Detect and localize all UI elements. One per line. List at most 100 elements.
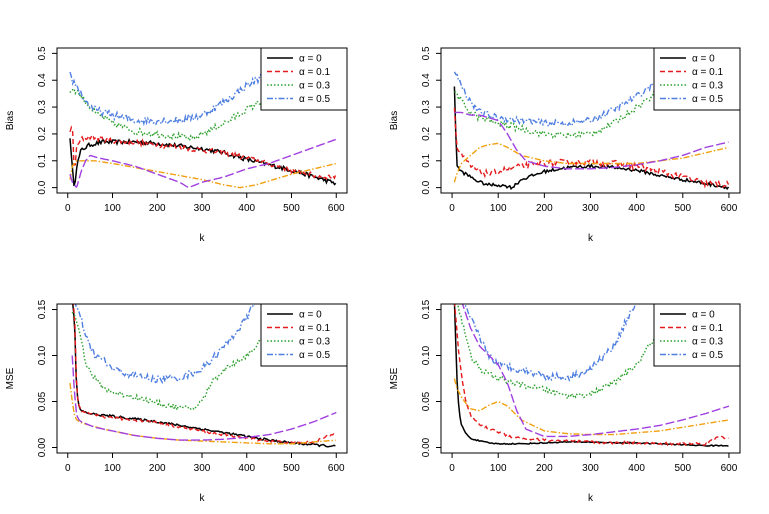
series-line-2 [453, 304, 729, 447]
legend: α = 0 α = 0.1 α = 0.3 α = 0.5 [260, 303, 348, 367]
x-tick-label: 400 [628, 203, 645, 214]
x-tick-label: 100 [490, 203, 507, 214]
x-tick-label: 300 [582, 203, 599, 214]
series-line-1 [453, 304, 729, 447]
x-tick-label: 200 [536, 463, 553, 474]
legend-label: α = 0.3 [299, 337, 331, 348]
x-tick-label: 100 [104, 463, 121, 474]
panel-4: 0 100 200 300 400 500 600 0.00 0.05 0.10 0.15 k MSE α… [389, 299, 741, 504]
y-tick-label: 0.0 [421, 180, 432, 194]
panel-2: 0 100 200 300 400 500 600 0.0 0.1 0.2 0.3 0.4 0.5 k Bi… [389, 46, 741, 244]
x-axis-label: k [588, 493, 594, 504]
y-axis-label: MSE [5, 367, 16, 389]
series-line-2 [69, 125, 337, 181]
x-tick-label: 200 [536, 203, 553, 214]
y-tick-label: 0.10 [421, 345, 432, 365]
y-tick-label: 0.5 [37, 46, 48, 60]
x-axis-label: k [200, 233, 206, 244]
x-tick-label: 400 [238, 203, 255, 214]
panel-1: 0 100 200 300 400 500 600 0.0 0.1 0.2 0.3 0.4 0.5 k Bi… [5, 46, 348, 244]
x-tick-label: 0 [449, 203, 455, 214]
x-tick-label: 300 [194, 203, 211, 214]
x-tick-label: 600 [721, 203, 738, 214]
legend-label: α = 0.1 [692, 67, 724, 78]
series-line-6 [461, 304, 730, 438]
legend-label: α = 0.3 [692, 81, 724, 92]
x-tick-label: 500 [674, 463, 691, 474]
x-tick-label: 600 [721, 463, 738, 474]
series-line-3 [456, 304, 664, 401]
series-group [453, 304, 730, 447]
y-tick-label: 0.00 [421, 437, 432, 457]
legend-label: α = 0.3 [299, 81, 331, 92]
legend-label: α = 0.5 [299, 94, 331, 105]
x-tick-label: 0 [65, 203, 71, 214]
y-tick-label: 0.4 [421, 73, 432, 87]
x-tick-label: 400 [628, 463, 645, 474]
series-line-5 [69, 383, 336, 445]
y-tick-label: 0.2 [421, 127, 432, 141]
series-line-1 [69, 137, 337, 187]
x-tick-label: 400 [238, 463, 255, 474]
x-tick-label: 0 [65, 463, 71, 474]
x-tick-label: 600 [328, 463, 345, 474]
legend: α = 0 α = 0.1 α = 0.3 α = 0.5 [653, 303, 741, 367]
legend-label: α = 0 [299, 310, 322, 321]
x-tick-label: 300 [582, 463, 599, 474]
y-tick-label: 0.4 [37, 73, 48, 87]
series-line-3 [454, 51, 730, 139]
y-axis-label: Bias [5, 111, 16, 130]
y-tick-label: 0.3 [421, 100, 432, 114]
series-line-1 [453, 86, 730, 191]
y-tick-label: 0.0 [37, 180, 48, 194]
x-axis-label: k [200, 493, 206, 504]
series-line-4 [463, 304, 636, 383]
legend: α = 0 α = 0.1 α = 0.3 α = 0.5 [653, 47, 741, 111]
x-tick-label: 100 [490, 463, 507, 474]
y-axis-label: Bias [389, 111, 400, 130]
x-tick-label: 0 [449, 463, 455, 474]
series-line-6 [454, 111, 729, 170]
legend-label: α = 0.3 [692, 337, 724, 348]
y-tick-label: 0.05 [421, 391, 432, 411]
legend-box [260, 47, 348, 111]
x-axis-label: k [588, 233, 594, 244]
y-tick-label: 0.1 [37, 153, 48, 167]
y-tick-label: 0.2 [37, 127, 48, 141]
series-line-6 [71, 355, 337, 441]
x-tick-label: 600 [328, 203, 345, 214]
legend-label: α = 0.1 [692, 323, 724, 334]
y-tick-label: 0.1 [421, 153, 432, 167]
x-tick-label: 500 [283, 203, 300, 214]
series-line-3 [71, 304, 292, 413]
legend-label: α = 0.5 [692, 94, 724, 105]
x-tick-label: 200 [149, 463, 166, 474]
series-line-4 [74, 304, 256, 385]
series-line-6 [69, 138, 337, 189]
legend-label: α = 0.5 [299, 350, 331, 361]
x-tick-label: 500 [283, 463, 300, 474]
legend-label: α = 0.5 [692, 350, 724, 361]
y-tick-label: 0.00 [37, 437, 48, 457]
legend: α = 0 α = 0.1 α = 0.3 α = 0.5 [260, 47, 348, 111]
legend-label: α = 0.1 [299, 323, 331, 334]
series-line-5 [69, 160, 336, 189]
legend-label: α = 0.1 [299, 67, 331, 78]
x-tick-label: 100 [104, 203, 121, 214]
x-tick-label: 300 [194, 463, 211, 474]
y-tick-label: 0.05 [37, 391, 48, 411]
y-tick-label: 0.15 [37, 299, 48, 319]
y-tick-label: 0.5 [421, 46, 432, 60]
series-line-3 [69, 50, 337, 143]
series-group [69, 304, 337, 448]
y-tick-label: 0.10 [37, 345, 48, 365]
series-line-5 [453, 378, 729, 436]
series-line-2 [453, 107, 730, 189]
legend-label: α = 0 [692, 54, 715, 65]
series-line-2 [72, 304, 336, 445]
series-group [69, 48, 337, 189]
x-tick-label: 500 [674, 203, 691, 214]
x-tick-label: 200 [149, 203, 166, 214]
legend-label: α = 0 [692, 310, 715, 321]
